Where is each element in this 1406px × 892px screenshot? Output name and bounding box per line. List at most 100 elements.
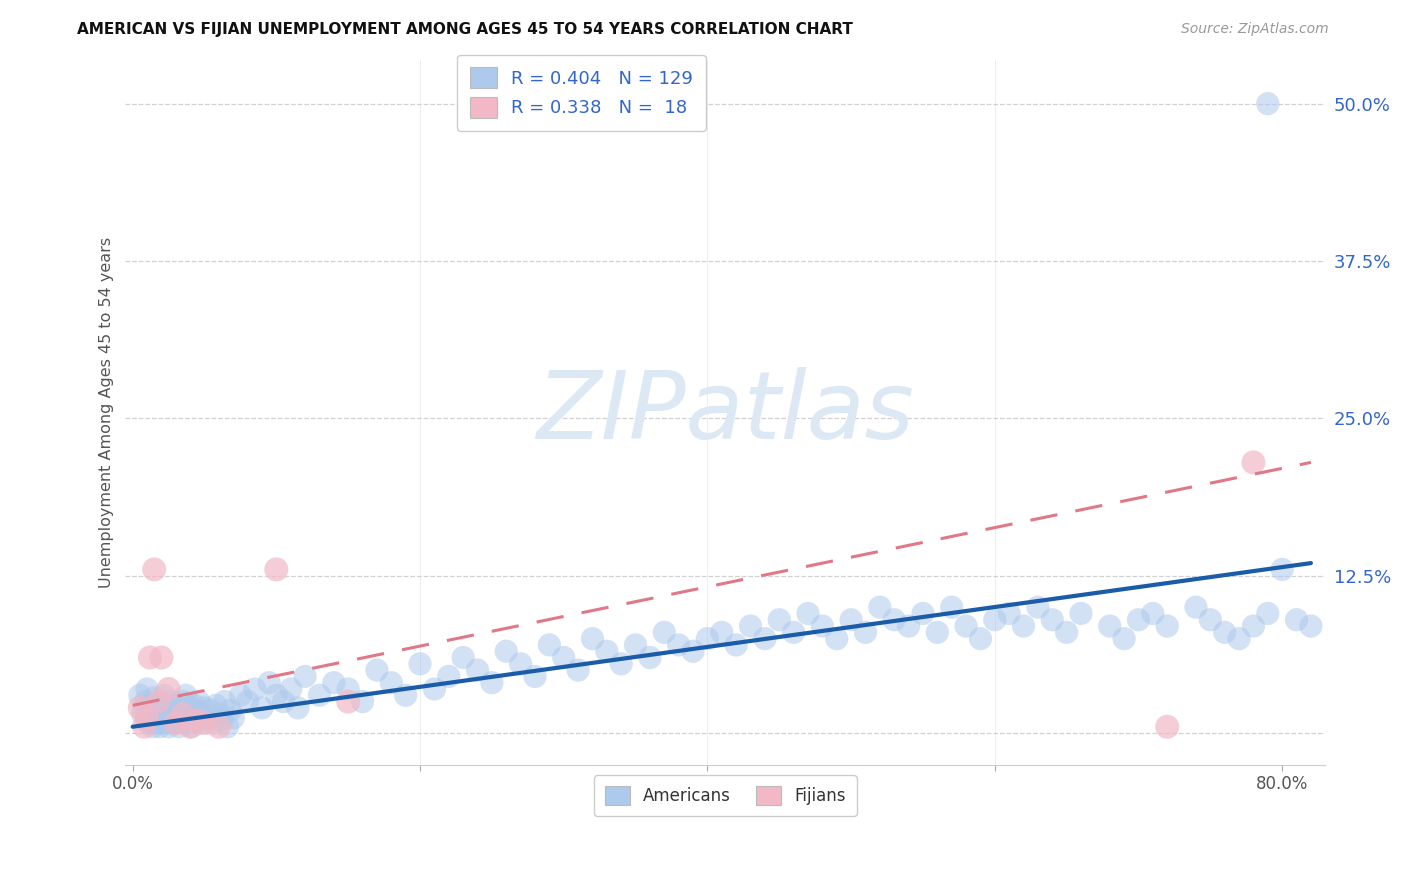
Point xyxy=(266,688,288,702)
Point xyxy=(467,663,489,677)
Point xyxy=(150,714,173,728)
Point xyxy=(710,625,733,640)
Point xyxy=(1241,619,1264,633)
Point xyxy=(169,703,191,717)
Point xyxy=(128,688,150,702)
Point xyxy=(1257,96,1279,111)
Point xyxy=(157,707,180,722)
Point xyxy=(134,701,156,715)
Point xyxy=(184,703,207,717)
Point xyxy=(179,701,201,715)
Point xyxy=(214,695,236,709)
Point xyxy=(725,638,748,652)
Point xyxy=(768,613,790,627)
Point xyxy=(208,707,231,722)
Point xyxy=(145,716,167,731)
Point xyxy=(159,703,181,717)
Point xyxy=(153,688,176,702)
Point xyxy=(143,711,166,725)
Point xyxy=(250,701,273,715)
Point xyxy=(153,711,176,725)
Point xyxy=(266,562,288,576)
Point xyxy=(911,607,934,621)
Point xyxy=(170,714,193,728)
Point xyxy=(139,703,162,717)
Point xyxy=(423,681,446,696)
Point xyxy=(897,619,920,633)
Point xyxy=(195,711,218,725)
Point xyxy=(366,663,388,677)
Point xyxy=(638,650,661,665)
Point xyxy=(128,701,150,715)
Point xyxy=(143,562,166,576)
Point xyxy=(1070,607,1092,621)
Point xyxy=(1185,600,1208,615)
Point xyxy=(211,714,233,728)
Point xyxy=(177,707,200,722)
Point xyxy=(148,701,170,715)
Point xyxy=(193,716,215,731)
Point xyxy=(142,720,165,734)
Point xyxy=(166,698,188,713)
Point xyxy=(273,695,295,709)
Point xyxy=(136,711,159,725)
Point xyxy=(1213,625,1236,640)
Point xyxy=(610,657,633,671)
Point xyxy=(308,688,330,702)
Point xyxy=(132,707,155,722)
Point xyxy=(139,650,162,665)
Point xyxy=(149,720,172,734)
Point xyxy=(179,720,201,734)
Point xyxy=(187,695,209,709)
Point xyxy=(451,650,474,665)
Point xyxy=(287,701,309,715)
Point xyxy=(1156,619,1178,633)
Point xyxy=(596,644,619,658)
Point xyxy=(229,688,252,702)
Point xyxy=(200,703,222,717)
Point xyxy=(538,638,561,652)
Point xyxy=(186,714,208,728)
Point xyxy=(208,720,231,734)
Point xyxy=(322,675,344,690)
Point xyxy=(668,638,690,652)
Point xyxy=(1299,619,1322,633)
Point xyxy=(524,669,547,683)
Point xyxy=(138,716,160,731)
Point xyxy=(172,707,194,722)
Point xyxy=(222,711,245,725)
Point xyxy=(294,669,316,683)
Point xyxy=(969,632,991,646)
Point xyxy=(174,688,197,702)
Point xyxy=(181,711,204,725)
Point xyxy=(173,711,195,725)
Point xyxy=(135,695,157,709)
Point xyxy=(395,688,418,702)
Point xyxy=(1199,613,1222,627)
Point xyxy=(160,695,183,709)
Point xyxy=(1128,613,1150,627)
Point xyxy=(134,720,156,734)
Point xyxy=(869,600,891,615)
Point xyxy=(839,613,862,627)
Point xyxy=(581,632,603,646)
Point xyxy=(941,600,963,615)
Point xyxy=(797,607,820,621)
Point xyxy=(1142,607,1164,621)
Point xyxy=(156,698,179,713)
Text: ZIPatlas: ZIPatlas xyxy=(537,367,914,458)
Point xyxy=(1040,613,1063,627)
Point xyxy=(165,716,187,731)
Point xyxy=(1227,632,1250,646)
Point xyxy=(927,625,949,640)
Point xyxy=(998,607,1021,621)
Point xyxy=(202,716,225,731)
Point xyxy=(155,716,177,731)
Point xyxy=(157,720,180,734)
Point xyxy=(141,698,163,713)
Point xyxy=(754,632,776,646)
Point xyxy=(157,681,180,696)
Point xyxy=(167,720,190,734)
Point xyxy=(186,714,208,728)
Point xyxy=(409,657,432,671)
